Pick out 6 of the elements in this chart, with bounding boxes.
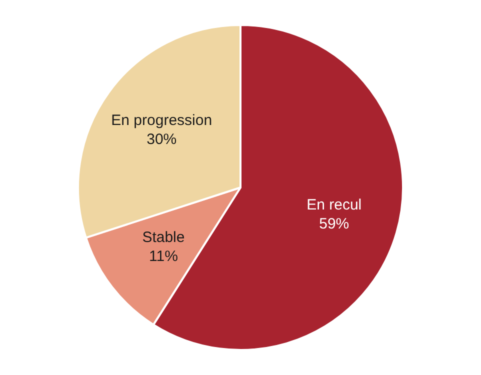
slice-label: En recul [306,196,362,214]
data-label: 11% [149,248,178,265]
slice-label: En progression [111,112,212,129]
data-label: 30% [146,130,177,148]
slice-label: Stable [142,228,185,246]
data-label: 59% [319,215,350,232]
